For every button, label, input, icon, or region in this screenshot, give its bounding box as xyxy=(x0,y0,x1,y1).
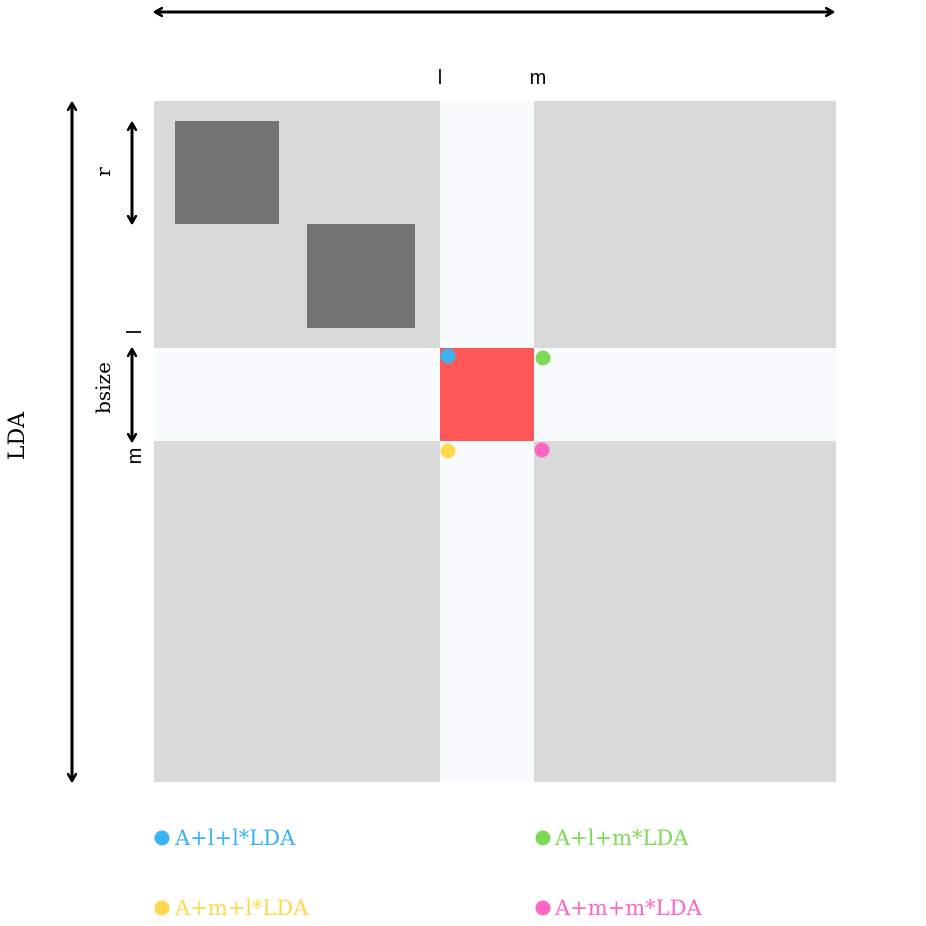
legend-item: A+l+m*LDA xyxy=(535,826,689,850)
bsize-label: bsize xyxy=(91,362,115,414)
legend-text: A+l+l*LDA xyxy=(174,826,296,850)
column-band xyxy=(440,101,534,782)
legend-dot-pink xyxy=(535,900,551,916)
corner-dot-ll xyxy=(440,348,456,364)
legend: A+l+l*LDA A+l+m*LDA A+m+l*LDA A+m+m*LDA xyxy=(154,826,702,920)
legend-item: A+l+l*LDA xyxy=(154,826,296,850)
corner-dot-lm xyxy=(535,350,551,366)
corner-dot-ml xyxy=(440,443,456,459)
legend-dot-blue xyxy=(154,830,170,846)
legend-dot-green xyxy=(535,830,551,846)
row-m-label: m xyxy=(124,448,146,465)
legend-item: A+m+l*LDA xyxy=(154,896,309,920)
legend-text: A+m+m*LDA xyxy=(554,896,702,920)
diagonal-block-2 xyxy=(307,224,415,328)
corner-dot-mm xyxy=(534,442,550,458)
col-l-label: l xyxy=(438,67,442,89)
highlight-block xyxy=(440,348,534,441)
legend-dot-yellow xyxy=(154,900,170,916)
lda-label: LDA xyxy=(5,411,30,460)
legend-text: A+l+m*LDA xyxy=(554,826,689,850)
col-m-label: m xyxy=(530,67,547,89)
diagonal-block-1 xyxy=(175,121,279,224)
legend-text: A+m+l*LDA xyxy=(174,896,309,920)
legend-item: A+m+m*LDA xyxy=(535,896,702,920)
r-label: r xyxy=(91,167,115,177)
row-l-label: l xyxy=(124,330,146,334)
